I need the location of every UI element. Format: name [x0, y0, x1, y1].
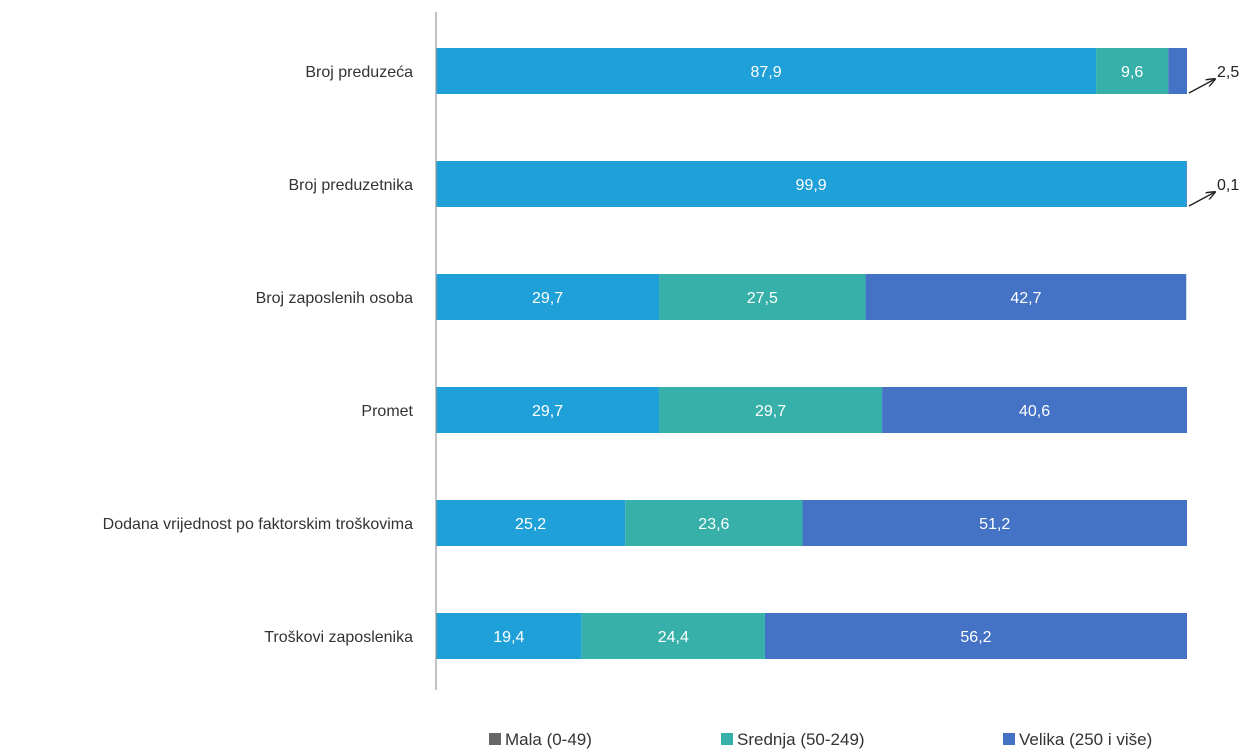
- bar-broj-preduzeca-mala-0-49: [436, 48, 1097, 94]
- value-label-broj-zaposlenih-osoba-srednja-50-249: 27,5: [747, 290, 778, 307]
- category-label-broj-zaposlenih-osoba: Broj zaposlenih osoba: [256, 290, 414, 307]
- value-label-troskovi-zaposlenika-mala-0-49: 19,4: [493, 629, 524, 646]
- category-label-dodana-vrijednost-po-faktorskim-troskovima: Dodana vrijednost po faktorskim troškovi…: [103, 516, 413, 533]
- bar-dodana-vrijednost-po-faktorskim-troskovima-velika-250-i-vise: [802, 500, 1187, 546]
- bar-broj-zaposlenih-osoba-srednja-50-249: [659, 274, 866, 320]
- value-label-promet-mala-0-49: 29,7: [532, 403, 563, 420]
- value-label-broj-zaposlenih-osoba-velika-250-i-vise: 42,7: [1010, 290, 1041, 307]
- value-label-dodana-vrijednost-po-faktorskim-troskovima-srednja-50-249: 23,6: [698, 516, 729, 533]
- bar-broj-zaposlenih-osoba-velika-250-i-vise: [865, 274, 1187, 320]
- callout-label-broj-preduzeca: 2,5: [1217, 64, 1239, 81]
- callout-arrow-broj-preduzeca: [1188, 79, 1215, 94]
- bar-promet-srednja-50-249: [659, 387, 883, 433]
- bar-troskovi-zaposlenika-srednja-50-249: [581, 613, 765, 659]
- value-label-broj-zaposlenih-osoba-mala-0-49: 29,7: [532, 290, 563, 307]
- value-label-promet-srednja-50-249: 29,7: [755, 403, 786, 420]
- bar-broj-preduzetnika-mala-0-49: [436, 161, 1187, 207]
- labels-layer: Broj preduzeća 87,9 9,6 Broj preduzetnika 99…: [103, 64, 1240, 646]
- category-label-promet: Promet: [361, 403, 413, 420]
- value-label-troskovi-zaposlenika-srednja-50-249: 24,4: [658, 629, 689, 646]
- value-label-promet-velika-250-i-vise: 40,6: [1019, 403, 1050, 420]
- bar-troskovi-zaposlenika-mala-0-49: [436, 613, 582, 659]
- category-label-broj-preduzetnika: Broj preduzetnika: [288, 177, 413, 194]
- value-label-dodana-vrijednost-po-faktorskim-troskovima-velika-250-i-vise: 51,2: [979, 516, 1010, 533]
- category-label-broj-preduzeca: Broj preduzeća: [305, 64, 413, 81]
- bar-dodana-vrijednost-po-faktorskim-troskovima-srednja-50-249: [625, 500, 803, 546]
- bar-broj-preduzeca-srednja-50-249: [1096, 48, 1169, 94]
- callout-label-broj-preduzetnika: 0,1: [1217, 177, 1239, 194]
- value-label-broj-preduzeca-srednja-50-249: 9,6: [1121, 64, 1143, 81]
- legend-swatch-srednja-50-249: [721, 733, 733, 745]
- legend-label-srednja-50-249: Srednja (50-249): [737, 730, 865, 749]
- bar-troskovi-zaposlenika-velika-250-i-vise: [764, 613, 1187, 659]
- bar-broj-preduzeca-velika-250-i-vise: [1168, 48, 1187, 94]
- value-label-troskovi-zaposlenika-velika-250-i-vise: 56,2: [960, 629, 991, 646]
- legend: Mala (0-49) Srednja (50-249) Velika (250 i…: [489, 730, 1152, 749]
- bars-layer: [436, 48, 1187, 659]
- bar-broj-zaposlenih-osoba-mala-0-49: [436, 274, 660, 320]
- legend-label-mala-0-49: Mala (0-49): [505, 730, 592, 749]
- value-label-dodana-vrijednost-po-faktorskim-troskovima-mala-0-49: 25,2: [515, 516, 546, 533]
- bar-broj-preduzetnika-velika-250-i-vise: [1186, 161, 1187, 207]
- bar-promet-mala-0-49: [436, 387, 660, 433]
- callout-arrow-broj-preduzetnika: [1188, 192, 1215, 207]
- legend-label-velika-250-i-vise: Velika (250 i više): [1019, 730, 1152, 749]
- bar-promet-velika-250-i-vise: [882, 387, 1187, 433]
- legend-swatch-velika-250-i-vise: [1003, 733, 1015, 745]
- legend-swatch-mala-0-49: [489, 733, 501, 745]
- value-label-broj-preduzetnika-mala-0-49: 99,9: [796, 177, 827, 194]
- category-label-troskovi-zaposlenika: Troškovi zaposlenika: [264, 629, 413, 646]
- bar-dodana-vrijednost-po-faktorskim-troskovima-mala-0-49: [436, 500, 626, 546]
- value-label-broj-preduzeca-mala-0-49: 87,9: [750, 64, 781, 81]
